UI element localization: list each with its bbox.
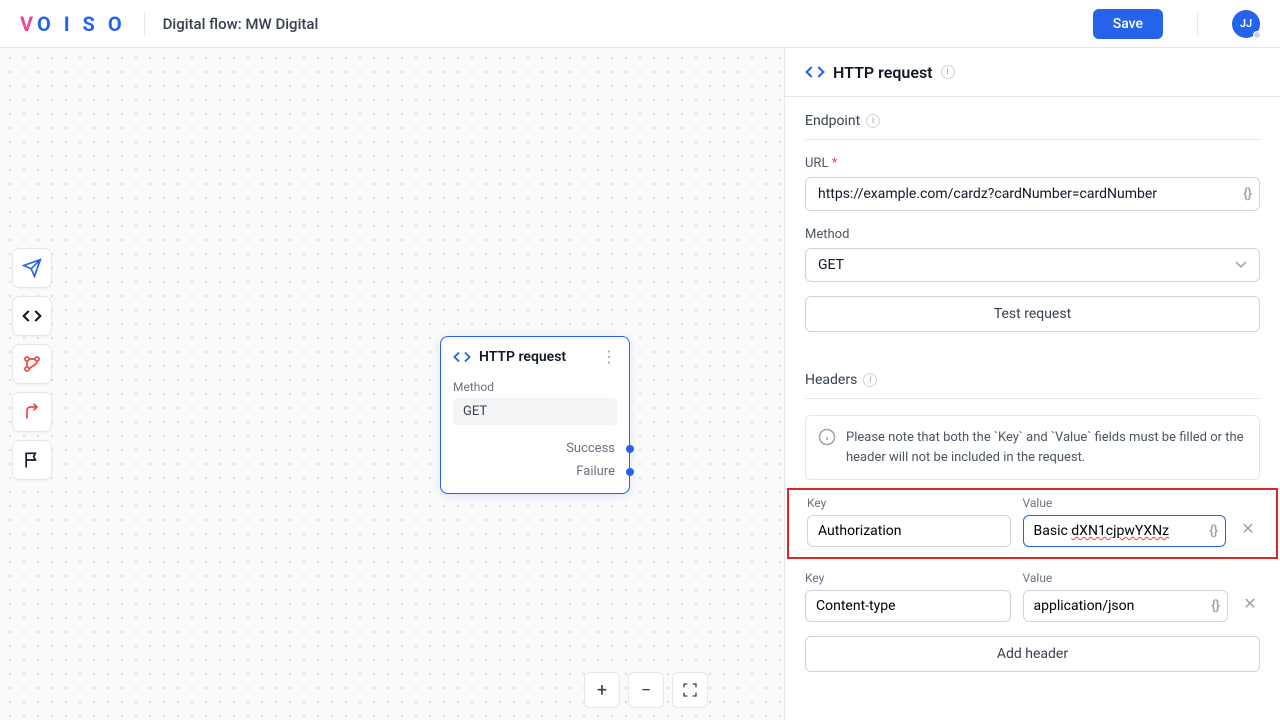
- avatar[interactable]: JJ: [1232, 10, 1260, 38]
- node-output-success[interactable]: Success: [441, 437, 629, 460]
- tool-http[interactable]: [12, 296, 52, 336]
- zoom-out-button[interactable]: −: [628, 672, 664, 708]
- header-row-1: Key Value Basic dXN1cjpwYXNz { } ✕: [787, 488, 1278, 559]
- info-icon[interactable]: i: [863, 373, 877, 387]
- headers-section-header: Headers i: [805, 372, 1260, 399]
- value-label: Value: [1023, 496, 1227, 510]
- endpoint-section-header: Endpoint i: [805, 113, 1260, 140]
- output-dot[interactable]: [626, 445, 634, 453]
- key-label: Key: [807, 496, 1011, 510]
- url-label: URL *: [805, 156, 1260, 171]
- add-header-button[interactable]: Add header: [805, 636, 1260, 672]
- flow-title: Digital flow: MW Digital: [163, 15, 319, 33]
- http-request-node[interactable]: HTTP request ⋮ Method GET Success Failur…: [440, 336, 630, 494]
- test-request-button[interactable]: Test request: [805, 296, 1260, 332]
- fullscreen-button[interactable]: [672, 672, 708, 708]
- header-key-input[interactable]: [807, 515, 1011, 547]
- tool-flag[interactable]: [12, 440, 52, 480]
- code-icon: [453, 348, 471, 366]
- properties-panel: HTTP request i Endpoint i URL * { } Meth…: [784, 48, 1280, 720]
- header-value-input[interactable]: Basic dXN1cjpwYXNz: [1023, 515, 1227, 547]
- node-toolbar: [12, 248, 52, 480]
- output-dot[interactable]: [626, 468, 634, 476]
- info-icon[interactable]: i: [941, 65, 955, 79]
- zoom-in-button[interactable]: +: [584, 672, 620, 708]
- node-menu-icon[interactable]: ⋮: [601, 347, 617, 366]
- status-dot: [1253, 31, 1261, 39]
- node-output-failure[interactable]: Failure: [441, 460, 629, 483]
- panel-title: HTTP request: [833, 63, 933, 82]
- remove-header-button[interactable]: ✕: [1238, 519, 1258, 538]
- headers-note: Please note that both the `Key` and `Val…: [805, 415, 1260, 480]
- method-select[interactable]: GET: [805, 248, 1260, 282]
- tool-send[interactable]: [12, 248, 52, 288]
- info-icon[interactable]: i: [866, 114, 880, 128]
- node-title: HTTP request: [479, 349, 566, 365]
- variables-icon[interactable]: { }: [1243, 186, 1250, 202]
- info-icon: [818, 428, 836, 446]
- avatar-initials: JJ: [1240, 17, 1252, 30]
- code-icon: [805, 62, 825, 82]
- flow-canvas[interactable]: HTTP request ⋮ Method GET Success Failur…: [0, 48, 784, 720]
- node-method-label: Method: [453, 380, 617, 394]
- method-label: Method: [805, 227, 1260, 242]
- value-label: Value: [1023, 571, 1229, 585]
- variables-icon[interactable]: { }: [1209, 523, 1216, 539]
- header-row-2: Key Value { } ✕: [785, 571, 1280, 622]
- header-divider-2: [1197, 13, 1198, 35]
- header-value-input[interactable]: [1023, 590, 1229, 622]
- save-button[interactable]: Save: [1093, 9, 1163, 39]
- node-method-value: GET: [453, 398, 617, 425]
- app-header: VO I S O Digital flow: MW Digital Save J…: [0, 0, 1280, 48]
- header-divider: [144, 13, 145, 35]
- logo-v: V: [20, 12, 37, 36]
- tool-branch[interactable]: [12, 344, 52, 384]
- tool-redirect[interactable]: [12, 392, 52, 432]
- variables-icon[interactable]: { }: [1211, 598, 1218, 614]
- logo-rest: O I S O: [37, 12, 126, 36]
- url-input[interactable]: [805, 177, 1260, 211]
- logo: VO I S O: [20, 12, 126, 36]
- key-label: Key: [805, 571, 1011, 585]
- header-key-input[interactable]: [805, 590, 1011, 622]
- canvas-controls: + −: [584, 672, 708, 708]
- remove-header-button[interactable]: ✕: [1240, 594, 1260, 613]
